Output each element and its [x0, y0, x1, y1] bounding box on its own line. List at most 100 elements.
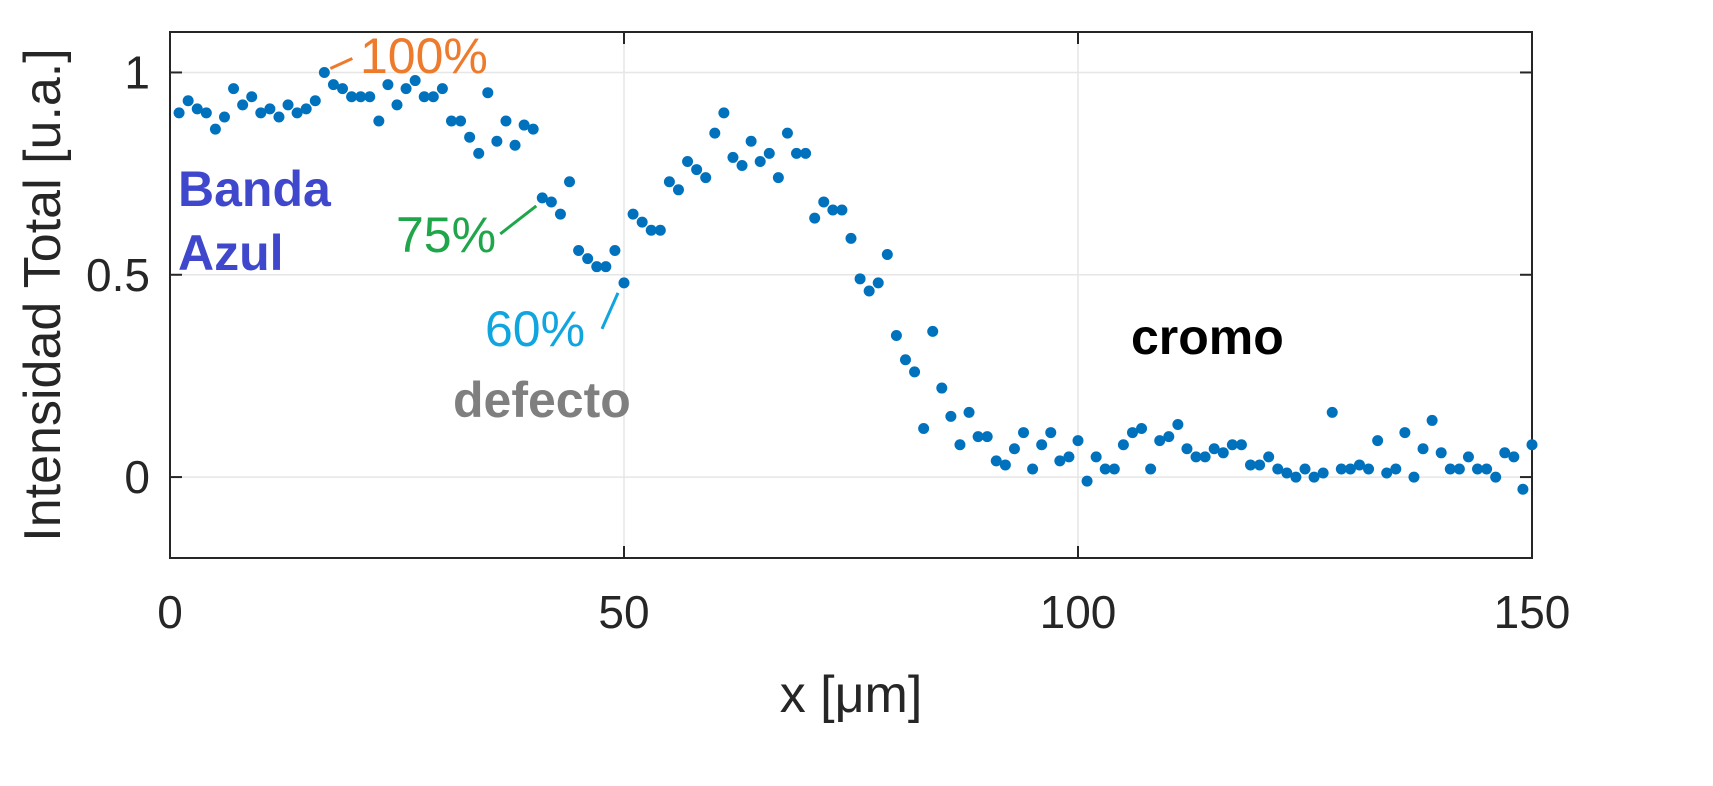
data-point: [827, 204, 839, 216]
annotation-leader-line: [499, 204, 538, 236]
data-point: [1045, 427, 1057, 439]
data-point: [1526, 439, 1538, 451]
data-point: [1299, 463, 1311, 475]
data-point: [754, 155, 766, 167]
region-label-banda: Banda: [178, 161, 332, 217]
data-point: [409, 75, 421, 87]
data-point: [1245, 459, 1257, 471]
data-point: [736, 160, 748, 172]
data-point: [1199, 451, 1211, 463]
x-tick-label: 150: [1494, 586, 1571, 638]
data-point: [1408, 471, 1420, 483]
data-point: [545, 196, 557, 208]
data-point: [809, 212, 821, 224]
data-point: [845, 232, 857, 244]
data-point: [1008, 443, 1020, 455]
data-point: [1444, 463, 1456, 475]
data-point: [854, 273, 866, 285]
data-point: [909, 366, 921, 378]
data-point: [1190, 451, 1202, 463]
region-label-cromo: cromo: [1131, 309, 1284, 365]
data-point: [1317, 467, 1329, 479]
y-tick-label: 0: [124, 451, 150, 503]
data-point: [1217, 447, 1229, 459]
data-point: [1517, 483, 1529, 495]
data-point: [1290, 471, 1302, 483]
x-axis-label: x [μm]: [780, 666, 923, 724]
data-point: [1453, 463, 1465, 475]
data-point: [427, 91, 439, 103]
region-label-azul: Azul: [178, 225, 284, 281]
data-point: [418, 91, 430, 103]
data-point: [663, 176, 675, 188]
data-point: [781, 127, 793, 139]
data-point: [890, 329, 902, 341]
data-point: [1499, 447, 1511, 459]
data-point: [1326, 406, 1338, 418]
data-point: [609, 244, 621, 256]
data-point: [400, 83, 412, 95]
annotation-60: 60%: [485, 301, 585, 357]
data-point: [818, 196, 830, 208]
data-point: [300, 103, 312, 115]
annotation-leaders: [329, 57, 620, 330]
data-point: [337, 83, 349, 95]
annotation-75: 75%: [396, 207, 496, 263]
data-point: [518, 119, 530, 131]
data-point: [255, 107, 267, 119]
data-point: [618, 277, 630, 289]
data-point: [1063, 451, 1075, 463]
data-point: [1481, 463, 1493, 475]
data-point: [636, 216, 648, 228]
data-point: [899, 354, 911, 366]
data-point: [464, 131, 476, 143]
data-point: [1399, 427, 1411, 439]
data-point: [355, 91, 367, 103]
data-point: [264, 103, 276, 115]
data-point: [800, 147, 812, 159]
data-point: [918, 423, 930, 435]
data-point: [872, 277, 884, 289]
data-point: [1163, 431, 1175, 443]
data-point: [536, 192, 548, 204]
data-point: [936, 382, 948, 394]
data-point: [1308, 471, 1320, 483]
data-point: [591, 261, 603, 273]
data-point: [1108, 463, 1120, 475]
data-point: [391, 99, 403, 111]
data-point: [527, 123, 539, 135]
data-point: [382, 79, 394, 91]
data-point: [836, 204, 848, 216]
data-point: [627, 208, 639, 220]
data-point: [1381, 467, 1393, 479]
data-point: [237, 99, 249, 111]
data-point: [1372, 435, 1384, 447]
data-point: [945, 410, 957, 422]
data-point: [1036, 439, 1048, 451]
data-point: [1472, 463, 1484, 475]
data-point: [727, 151, 739, 163]
data-point: [954, 439, 966, 451]
data-point: [1344, 463, 1356, 475]
data-point: [1281, 467, 1293, 479]
data-point: [600, 261, 612, 273]
data-point: [445, 115, 457, 127]
data-point: [1145, 463, 1157, 475]
data-point: [1126, 427, 1138, 439]
data-point: [745, 135, 757, 147]
data-point: [999, 459, 1011, 471]
data-point: [1090, 451, 1102, 463]
annotation-leader-line: [600, 292, 620, 330]
data-point: [1426, 414, 1438, 426]
data-point: [564, 176, 576, 188]
y-tick-label: 0.5: [86, 249, 150, 301]
grid: [169, 32, 1533, 558]
y-tick-label: 1: [124, 46, 150, 98]
data-point: [573, 244, 585, 256]
data-point: [218, 111, 230, 123]
data-point: [509, 139, 521, 151]
data-point: [990, 455, 1002, 467]
data-point: [881, 249, 893, 261]
plot-area: [170, 32, 1532, 558]
